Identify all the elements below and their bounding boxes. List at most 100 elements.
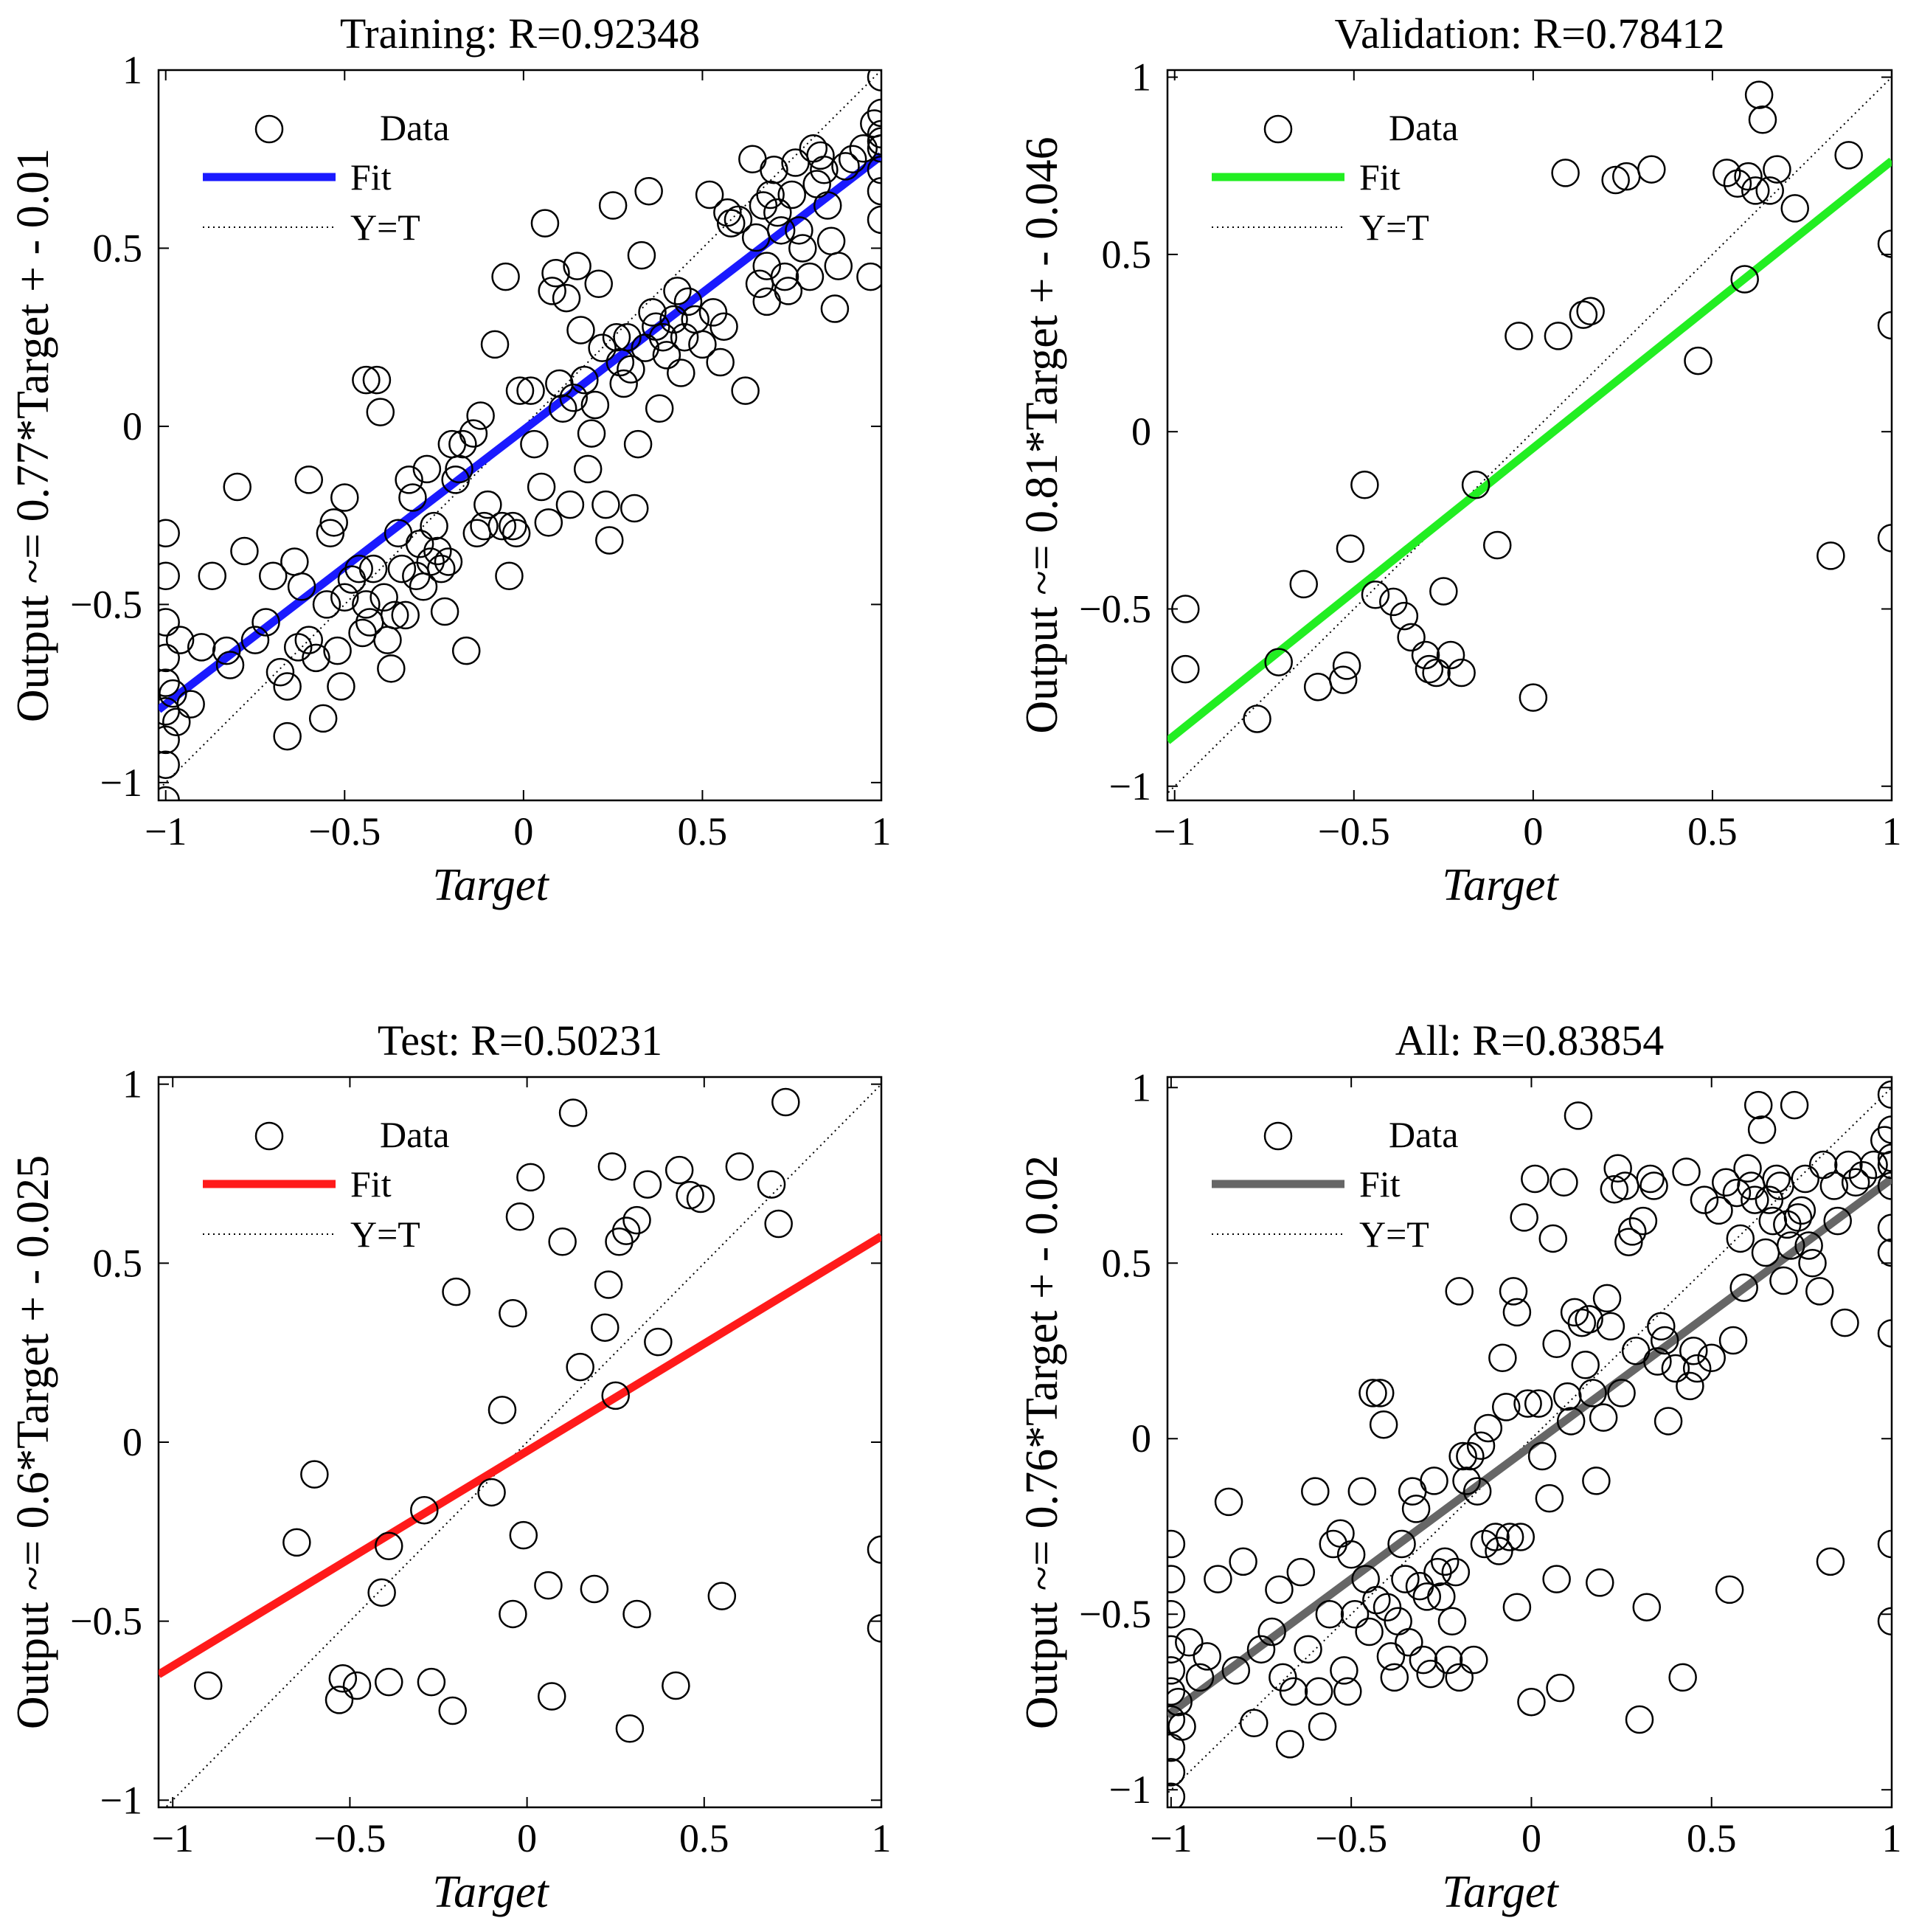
data-point <box>258 561 288 591</box>
data-point <box>1661 1354 1690 1383</box>
data-point <box>1524 1389 1553 1418</box>
data-point <box>652 341 681 370</box>
data-point <box>430 597 459 626</box>
data-point <box>1535 1483 1564 1513</box>
data-point <box>620 494 649 523</box>
data-point <box>470 511 499 541</box>
x-tick-label: 0 <box>513 809 533 854</box>
data-point <box>1650 1326 1679 1355</box>
data-point <box>688 330 717 359</box>
data-point <box>417 1667 446 1697</box>
data-point <box>1389 601 1419 631</box>
data-point <box>1690 1185 1719 1214</box>
data-point <box>159 668 180 697</box>
data-point <box>622 1205 651 1235</box>
data-point <box>738 145 767 173</box>
data-point <box>1294 1635 1322 1664</box>
data-point <box>1639 1171 1668 1200</box>
data-point <box>1167 1599 1186 1629</box>
data-point <box>1877 1529 1892 1559</box>
data-point <box>1679 1337 1708 1365</box>
data-point <box>1304 1677 1333 1706</box>
data-point <box>1877 229 1892 258</box>
y-tick-label: −0.5 <box>1079 1592 1151 1636</box>
data-point <box>1175 1628 1204 1657</box>
data-point <box>1286 1557 1316 1587</box>
legend-yt-label: Y=T <box>350 1213 420 1255</box>
data-point <box>1542 1565 1571 1593</box>
data-point <box>816 226 846 256</box>
data-point <box>230 536 259 566</box>
regression-panel: All: R=0.83854 −1 −0.5 0 0.5 1 −1 −0.5 0 0.5 1 Targ… <box>1017 1017 1902 1917</box>
data-point <box>706 347 735 377</box>
data-point <box>1411 640 1440 670</box>
data-point <box>1578 1379 1607 1408</box>
data-point <box>1332 651 1361 680</box>
data-point <box>867 120 881 149</box>
data-point <box>375 1667 403 1697</box>
data-point <box>1171 654 1200 684</box>
data-point <box>240 626 270 654</box>
legend-data-label: Data <box>1389 1114 1458 1155</box>
plot-area <box>159 70 881 800</box>
x-tick-label: 0 <box>1523 809 1543 854</box>
data-point <box>1546 1673 1575 1703</box>
data-point <box>1456 1441 1485 1471</box>
data-point <box>159 519 180 548</box>
data-point <box>1823 1206 1852 1236</box>
x-tick-label: 1 <box>1882 1816 1902 1860</box>
data-point <box>1436 640 1465 670</box>
data-point <box>445 454 473 484</box>
data-point <box>527 472 556 502</box>
legend-fit-label: Fit <box>350 1163 392 1205</box>
data-point <box>516 376 545 405</box>
data-point <box>1877 1080 1892 1109</box>
data-point <box>670 322 699 352</box>
data-point <box>330 583 359 612</box>
x-tick-label: 1 <box>872 1816 892 1860</box>
data-point <box>588 333 617 362</box>
data-point <box>594 1270 623 1299</box>
data-point <box>1502 1298 1532 1327</box>
data-point <box>1350 471 1379 499</box>
data-point <box>1653 1407 1683 1436</box>
data-point <box>667 359 695 387</box>
data-point <box>352 365 381 395</box>
data-point <box>1264 648 1293 676</box>
data-point <box>1445 1277 1474 1306</box>
data-point <box>1780 194 1809 223</box>
data-point <box>552 283 581 313</box>
data-point <box>266 657 295 687</box>
data-point <box>558 1098 588 1127</box>
data-point <box>342 1671 372 1700</box>
data-point <box>499 1299 527 1328</box>
data-point <box>1834 1150 1863 1180</box>
data-point <box>1877 1607 1892 1635</box>
y-tick-label: −0.5 <box>1079 586 1151 631</box>
data-point <box>1730 265 1759 294</box>
legend-data-label: Data <box>380 1114 449 1155</box>
data-point <box>577 419 606 448</box>
data-point <box>1607 1379 1636 1408</box>
data-point <box>867 70 881 91</box>
data-point <box>1409 1645 1438 1675</box>
identity-line <box>1167 76 1892 794</box>
data-point <box>1460 1645 1488 1675</box>
data-point <box>1816 541 1845 570</box>
plot-area <box>159 1083 881 1807</box>
data-point <box>723 205 753 235</box>
data-point <box>867 134 881 163</box>
data-point <box>327 672 355 701</box>
data-point <box>1769 1266 1798 1295</box>
data-point <box>294 626 324 654</box>
data-point <box>282 1528 311 1557</box>
data-point <box>1617 1217 1647 1246</box>
data-point <box>609 369 638 398</box>
x-tick-label: −0.5 <box>313 1816 386 1860</box>
data-point <box>764 1209 793 1239</box>
data-point <box>673 287 703 316</box>
data-point <box>617 355 645 384</box>
data-point <box>1647 1312 1676 1341</box>
regression-panel: Validation: R=0.78412 −1 −0.5 0 0.5 1 −1 −0.5 0 0… <box>1017 10 1902 910</box>
data-point <box>799 134 828 163</box>
